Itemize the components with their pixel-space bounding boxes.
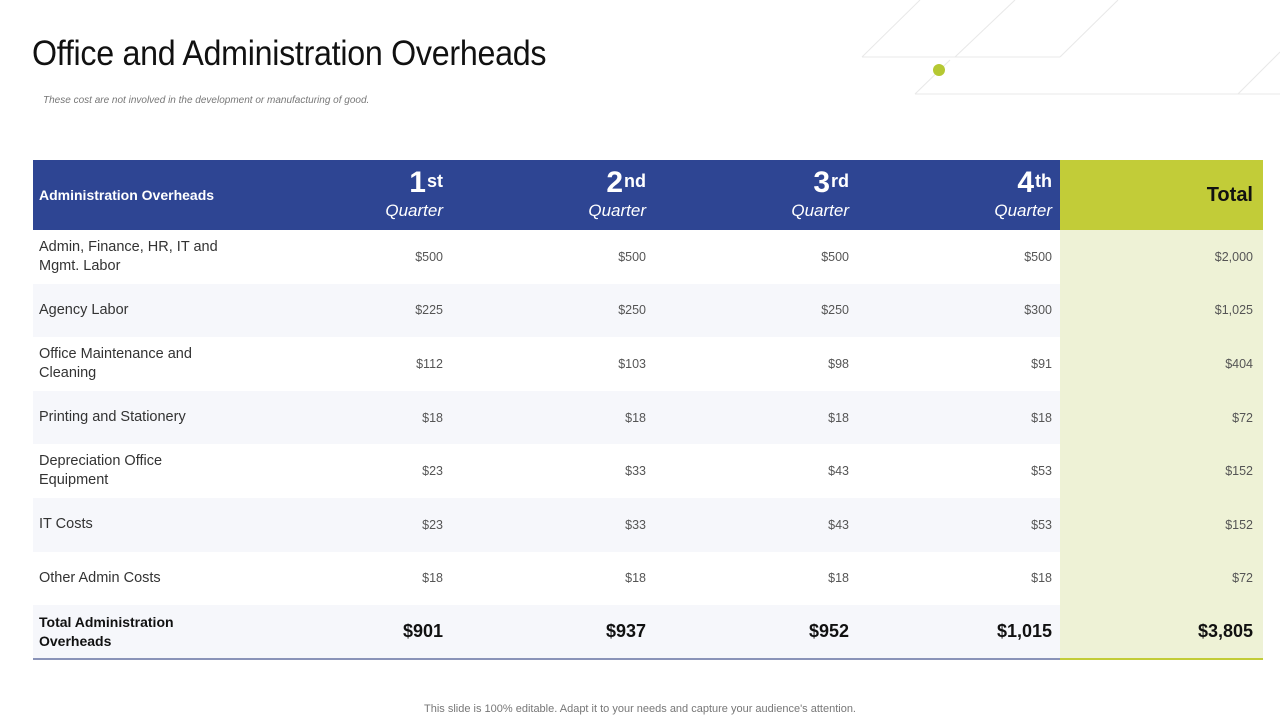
cell-q2: $33 bbox=[625, 464, 646, 479]
table-row: Agency Labor $225 $250 $250 $300 $1,025 bbox=[33, 283, 1263, 338]
header-quarter-1: 1st Quarter bbox=[248, 160, 451, 230]
cell-q1: $112 bbox=[416, 356, 443, 371]
footer-note: This slide is 100% editable. Adapt it to… bbox=[424, 703, 856, 715]
cell-q3: $250 bbox=[654, 283, 857, 338]
summary-label: Total Administration Overheads bbox=[33, 605, 248, 661]
cell-q3: $43 bbox=[654, 497, 857, 552]
summary-q1: $901 bbox=[248, 605, 451, 661]
cell-total: $72 bbox=[1060, 551, 1263, 606]
cell-q1: $23 bbox=[422, 464, 443, 479]
header-quarter-3: 3rd Quarter bbox=[654, 160, 857, 230]
cell-q2: $103 bbox=[618, 356, 646, 371]
cell-q3: $500 bbox=[821, 249, 849, 264]
header-quarter-4: 4th Quarter bbox=[857, 160, 1060, 230]
cell-q1: $18 bbox=[248, 390, 451, 445]
accent-dot-icon bbox=[933, 64, 945, 76]
cell-q4: $91 bbox=[1031, 356, 1052, 371]
table-row: Office Maintenance and Cleaning $112 $10… bbox=[33, 337, 1263, 391]
cell-q1: $500 bbox=[415, 249, 443, 264]
header-first: Administration Overheads bbox=[33, 160, 248, 230]
cell-q4: $18 bbox=[857, 390, 1060, 445]
cell-q2: $250 bbox=[451, 283, 654, 338]
cell-q4: $53 bbox=[857, 497, 1060, 552]
summary-q2: $937 bbox=[451, 605, 654, 661]
cell-q2: $18 bbox=[451, 390, 654, 445]
cell-q3: $18 bbox=[828, 571, 849, 586]
table-header-row: Administration Overheads 1st Quarter 2nd… bbox=[33, 160, 1263, 230]
row-label: Office Maintenance and Cleaning bbox=[39, 345, 192, 381]
table-row: Other Admin Costs $18 $18 $18 $18 $72 bbox=[33, 551, 1263, 606]
header-total: Total bbox=[1060, 160, 1263, 230]
cell-q1: $18 bbox=[422, 571, 443, 586]
page-title: Office and Administration Overheads bbox=[32, 34, 547, 73]
cell-q3: $98 bbox=[828, 356, 849, 371]
cell-q2: $18 bbox=[625, 571, 646, 586]
cell-q2: $500 bbox=[618, 249, 646, 264]
cell-total: $152 bbox=[1060, 444, 1263, 498]
page-subtitle: These cost are not involved in the devel… bbox=[43, 95, 370, 106]
table-row: Printing and Stationery $18 $18 $18 $18 … bbox=[33, 390, 1263, 445]
cell-q4: $18 bbox=[1031, 571, 1052, 586]
cell-total: $404 bbox=[1060, 337, 1263, 391]
cell-total: $2,000 bbox=[1060, 230, 1263, 284]
cell-total: $1,025 bbox=[1060, 283, 1263, 338]
cell-total: $72 bbox=[1060, 390, 1263, 445]
cell-q2: $33 bbox=[451, 497, 654, 552]
row-label: Depreciation Office Equipment bbox=[39, 453, 163, 489]
summary-q3: $952 bbox=[654, 605, 857, 661]
header-quarter-2: 2nd Quarter bbox=[451, 160, 654, 230]
row-label: Printing and Stationery bbox=[33, 390, 248, 445]
decorative-lines bbox=[850, 0, 1280, 110]
cell-total: $152 bbox=[1060, 497, 1263, 552]
row-label: Other Admin Costs bbox=[39, 569, 161, 586]
row-label: Admin, Finance, HR, IT and Mgmt. Labor bbox=[39, 238, 218, 274]
table-row: Admin, Finance, HR, IT and Mgmt. Labor $… bbox=[33, 230, 1263, 284]
row-label: IT Costs bbox=[33, 497, 248, 552]
summary-q4: $1,015 bbox=[857, 605, 1060, 661]
cell-q3: $18 bbox=[654, 390, 857, 445]
cell-q3: $43 bbox=[828, 464, 849, 479]
summary-row: Total Administration Overheads $901 $937… bbox=[33, 605, 1263, 661]
overheads-table: Administration Overheads 1st Quarter 2nd… bbox=[33, 160, 1263, 661]
table-row: IT Costs $23 $33 $43 $53 $152 bbox=[33, 497, 1263, 552]
cell-q1: $23 bbox=[248, 497, 451, 552]
cell-q1: $225 bbox=[248, 283, 451, 338]
cell-q4: $500 bbox=[1024, 249, 1052, 264]
table-row: Depreciation Office Equipment $23 $33 $4… bbox=[33, 444, 1263, 498]
row-label: Agency Labor bbox=[33, 283, 248, 338]
cell-q4: $300 bbox=[857, 283, 1060, 338]
cell-q4: $53 bbox=[1031, 464, 1052, 479]
summary-total: $3,805 bbox=[1060, 605, 1263, 661]
